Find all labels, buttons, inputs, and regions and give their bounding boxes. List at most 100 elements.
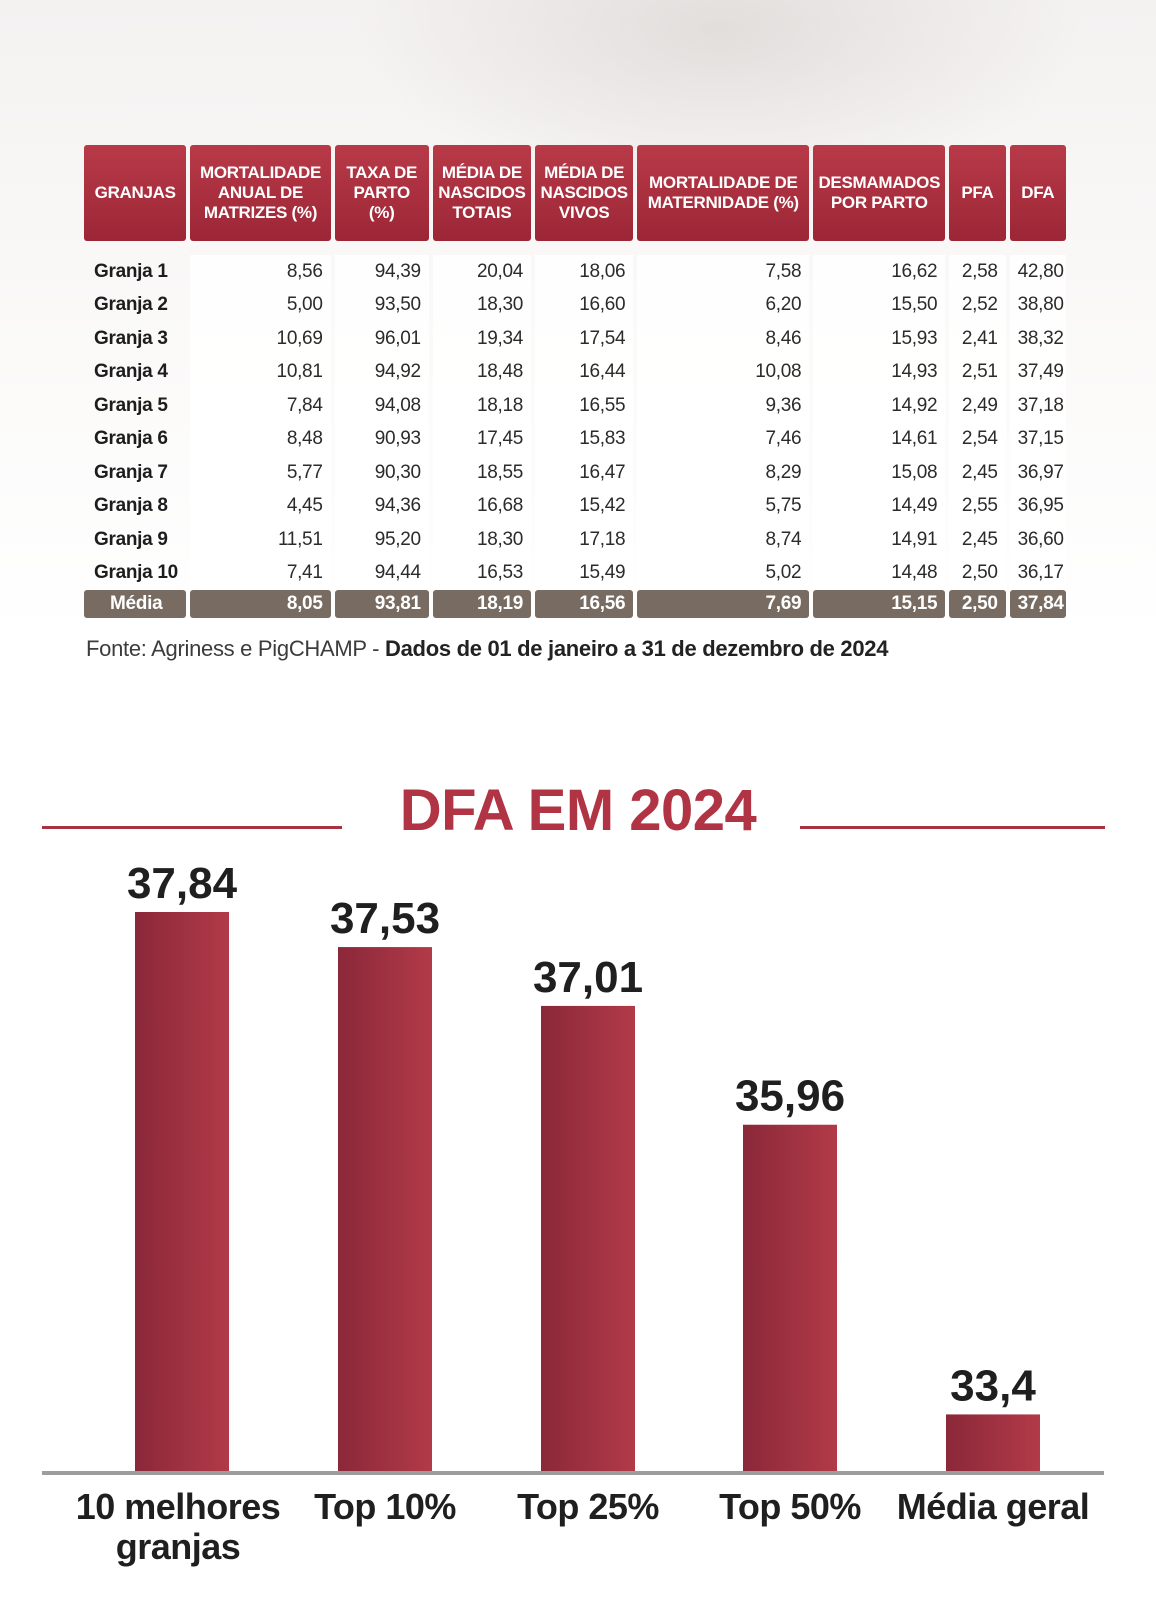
table-cell: 2,58 — [949, 255, 1006, 289]
table-cell: 8,56 — [190, 255, 331, 289]
table-cell: 2,45 — [949, 523, 1006, 557]
table-cell: 94,92 — [334, 355, 429, 389]
table-row: Granja 7 5,77 90,30 18,55 16,47 8,29 15,08 2,45… — [84, 456, 1066, 490]
column-header-line: MÉDIA DE — [441, 163, 522, 182]
table-cell: 2,52 — [949, 288, 1006, 322]
table-cell: 16,62 — [813, 255, 946, 289]
table-cell: 2,55 — [949, 489, 1006, 523]
table-cell: 4,45 — [190, 489, 331, 523]
table-cell: 18,30 — [432, 523, 532, 557]
column-header-line: MÉDIA DE — [544, 163, 625, 182]
table-cell: 16,68 — [432, 489, 532, 523]
table-cell: 18,48 — [432, 355, 532, 389]
table-cell: 7,69 — [637, 590, 810, 618]
table-cell: 38,80 — [1009, 288, 1066, 322]
table-cell: 9,36 — [637, 389, 810, 423]
bar-value-label: 33,4 — [950, 1361, 1036, 1410]
table-cell: 20,04 — [432, 255, 532, 289]
table-cell: 37,15 — [1009, 422, 1066, 456]
table-cell: 95,20 — [334, 523, 429, 557]
table-row: Granja 1 8,56 94,39 20,04 18,06 7,58 16,62 2,58… — [84, 255, 1066, 289]
source-note: Fonte: Agriness e PigCHAMP - Dados de 01… — [86, 636, 888, 662]
table-cell: 8,05 — [190, 590, 331, 618]
column-header-line: NASCIDOS — [438, 183, 526, 202]
column-header: DFA — [1009, 145, 1066, 241]
column-header: MORTALIDADE DE MATERNIDADE (%) — [637, 145, 810, 241]
table-cell: 7,58 — [637, 255, 810, 289]
title-rule-left — [42, 826, 342, 829]
table-row: Granja 6 8,48 90,93 17,45 15,83 7,46 14,61 2,54… — [84, 422, 1066, 456]
table-row: Granja 3 10,69 96,01 19,34 17,54 8,46 15,93 2,4… — [84, 322, 1066, 356]
table-cell: 17,54 — [535, 322, 634, 356]
table-cell: 42,80 — [1009, 255, 1066, 289]
table-cell: 18,18 — [432, 389, 532, 423]
column-header-line: GRANJAS — [94, 183, 176, 202]
bar-value-label: 37,84 — [127, 859, 238, 908]
table-header-row: GRANJAS MORTALIDADE ANUAL DE MATRIZES (%) TA… — [84, 145, 1066, 241]
table-cell: 15,08 — [813, 456, 946, 490]
table-body: Granja 1 8,56 94,39 20,04 18,06 7,58 16,62 2,58… — [84, 241, 1066, 618]
table-cell: 94,08 — [334, 389, 429, 423]
table-row: Granja 2 5,00 93,50 18,30 16,60 6,20 15,50 2,52… — [84, 288, 1066, 322]
column-header-line: ANUAL DE — [217, 183, 304, 202]
column-header-line: TOTAIS — [452, 203, 512, 222]
table-cell: 36,97 — [1009, 456, 1066, 490]
table-cell: 14,61 — [813, 422, 946, 456]
table-cell: 37,84 — [1009, 590, 1066, 618]
table-row: Granja 4 10,81 94,92 18,48 16,44 10,08 14,93 2,… — [84, 355, 1066, 389]
table-row: Granja 5 7,84 94,08 18,18 16,55 9,36 14,92 2,49… — [84, 389, 1066, 423]
farm-name-cell: Granja 3 — [94, 327, 168, 349]
table-cell: 16,53 — [432, 556, 532, 590]
category-label: Média geral — [897, 1486, 1090, 1527]
category-label: granjas — [116, 1526, 241, 1567]
table-cell: 5,00 — [190, 288, 331, 322]
table-cell: 93,50 — [334, 288, 429, 322]
table-cell: 16,56 — [535, 590, 634, 618]
table-cell: 17,45 — [432, 422, 532, 456]
table-cell: 2,41 — [949, 322, 1006, 356]
table-cell: 2,50 — [949, 590, 1006, 618]
table-cell: 18,19 — [432, 590, 532, 618]
table-cell: 14,49 — [813, 489, 946, 523]
table-cell: 7,41 — [190, 556, 331, 590]
column-header-line: DFA — [1021, 183, 1055, 202]
bar-value-label: 37,53 — [330, 894, 440, 943]
column-header-line: VIVOS — [558, 203, 610, 222]
table-cell: 90,93 — [334, 422, 429, 456]
table-cell: 8,46 — [637, 322, 810, 356]
table-cell: 16,60 — [535, 288, 634, 322]
bar — [135, 912, 229, 1471]
farm-data-table-container: GRANJAS MORTALIDADE ANUAL DE MATRIZES (%) TA… — [84, 145, 1070, 618]
bar — [743, 1124, 837, 1471]
chart-title: DFA EM 2024 — [399, 778, 757, 843]
table-cell: 94,39 — [334, 255, 429, 289]
table-cell: 17,18 — [535, 523, 634, 557]
farm-name-cell: Granja 2 — [94, 294, 168, 316]
table-row: Granja 10 7,41 94,44 16,53 15,49 5,02 14,48 2,5… — [84, 556, 1066, 590]
farm-name-cell: Granja 4 — [94, 361, 168, 383]
column-header: DESMAMADOS POR PARTO — [813, 145, 946, 241]
table-cell: 14,93 — [813, 355, 946, 389]
column-header-line: PARTO (%) — [353, 183, 410, 222]
table-cell: 7,84 — [190, 389, 331, 423]
table-cell: 8,29 — [637, 456, 810, 490]
table-cell: 15,15 — [813, 590, 946, 618]
column-header: PFA — [949, 145, 1006, 241]
column-header-line: TAXA DE — [346, 163, 417, 182]
farm-name-cell: Granja 7 — [94, 461, 168, 483]
table-cell: 14,48 — [813, 556, 946, 590]
column-header: MÉDIA DE NASCIDOS TOTAIS — [432, 145, 532, 241]
column-header-line: POR PARTO — [830, 193, 928, 212]
table-cell: 96,01 — [334, 322, 429, 356]
category-label: Top 50% — [719, 1486, 861, 1527]
farm-name-cell: Granja 10 — [94, 562, 178, 584]
table-cell: 5,75 — [637, 489, 810, 523]
table-cell: 36,60 — [1009, 523, 1066, 557]
table-cell: 2,49 — [949, 389, 1006, 423]
table-cell: 7,46 — [637, 422, 810, 456]
farm-name-cell: Granja 1 — [94, 260, 168, 282]
table-cell: 14,91 — [813, 523, 946, 557]
farm-data-table: GRANJAS MORTALIDADE ANUAL DE MATRIZES (%) TA… — [80, 145, 1070, 618]
table-cell: 19,34 — [432, 322, 532, 356]
